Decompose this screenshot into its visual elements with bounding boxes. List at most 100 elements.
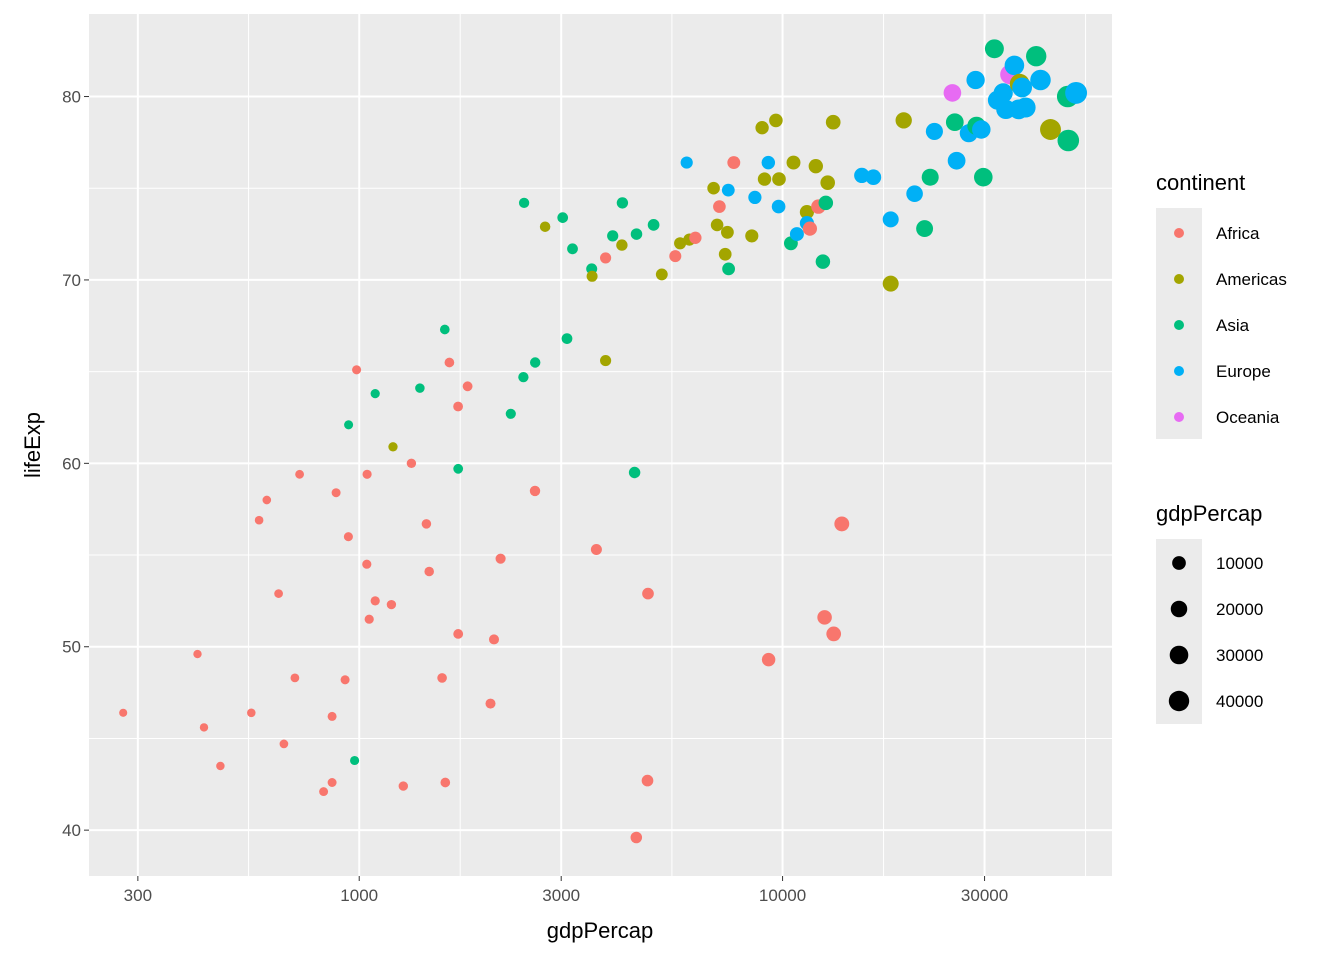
data-point-asia [439,324,450,335]
data-point-asia [518,371,529,383]
data-point-africa [254,515,264,525]
data-point-africa [630,831,643,844]
legend-key-asia [1174,320,1184,330]
data-point-africa [364,614,374,624]
data-point-asia [561,333,573,344]
data-point-americas [655,268,668,281]
data-point-africa [247,708,256,718]
x-axis: 300 1000 3000 10000 30000 [124,876,1008,905]
legend-key-africa [1174,228,1184,238]
data-point-americas [674,237,687,250]
color-legend: continent Africa Americas Asia Europe Oceani… [1156,170,1287,439]
data-point-africa [727,156,741,170]
x-tick-label: 1000 [340,886,378,905]
data-point-africa [406,458,417,469]
data-point-americas [820,175,835,190]
data-point-africa [817,610,832,625]
data-point-europe [680,156,693,169]
legend-label-africa: Africa [1216,224,1260,243]
data-point-asia [984,39,1004,59]
data-point-europe [1015,97,1036,118]
legend-key-oceania [1174,412,1184,422]
data-point-asia [607,230,619,242]
data-point-americas [718,247,732,261]
y-tick-label: 70 [62,271,81,290]
size-legend: gdpPercap 10000 20000 30000 40000 [1156,501,1263,724]
data-point-americas [895,112,912,129]
data-point-asia [616,197,629,209]
size-legend-label: 30000 [1216,646,1263,665]
x-tick-label: 3000 [542,886,580,905]
data-point-africa [199,723,209,732]
size-legend-key [1168,690,1190,712]
data-point-europe [925,122,943,140]
data-point-africa [462,381,473,392]
data-point-europe [748,190,762,205]
data-point-asia [415,383,425,393]
data-point-africa [495,553,506,564]
data-point-asia [350,755,360,766]
data-point-europe [771,199,786,214]
data-point-africa [319,787,329,797]
data-point-americas [388,442,398,452]
data-point-africa [600,252,612,264]
data-point-africa [834,516,850,532]
data-point-africa [488,634,500,645]
data-point-africa [295,469,304,479]
size-legend-label: 10000 [1216,554,1263,573]
data-point-americas [772,172,786,186]
data-point-oceania [943,84,962,102]
data-point-africa [362,559,372,569]
data-point-americas [882,275,899,292]
data-point-africa [424,566,434,577]
data-point-asia [518,197,530,209]
data-point-africa [444,357,455,368]
data-point-europe [854,167,870,184]
data-point-asia [815,254,831,269]
legend-label-oceania: Oceania [1216,408,1280,427]
data-point-africa [386,599,397,610]
data-point-africa [529,485,541,497]
data-point-americas [586,270,598,282]
y-tick-label: 60 [62,454,81,473]
data-point-europe [947,151,966,170]
size-legend-key [1170,600,1188,618]
data-point-europe [761,155,776,170]
data-point-asia [344,420,354,430]
data-point-africa [689,231,702,244]
data-point-europe [865,169,882,185]
data-point-africa [343,532,353,542]
x-axis-title: gdpPercap [547,918,653,943]
data-point-africa [290,673,300,683]
data-point-asia [921,168,939,186]
data-point-africa [279,739,289,749]
data-point-africa [485,698,496,709]
data-point-africa [370,596,380,606]
data-point-americas [769,113,783,128]
y-tick-label: 80 [62,88,81,107]
data-point-asia [1057,129,1080,152]
data-point-africa [440,777,451,788]
data-point-asia [818,195,834,211]
size-legend-label: 40000 [1216,692,1263,711]
data-point-asia [974,167,993,187]
legend-label-americas: Americas [1216,270,1287,289]
y-axis: 40 50 60 70 80 [62,88,89,840]
data-point-europe [721,183,735,197]
data-point-europe [966,70,985,90]
data-point-americas [707,181,720,195]
data-point-africa [421,519,432,529]
data-point-americas [616,239,628,251]
data-point-asia [505,408,516,419]
data-point-americas [757,172,772,186]
data-point-africa [327,778,337,787]
plot-panel [89,14,1112,876]
data-point-asia [722,262,735,276]
legend-key-europe [1174,366,1184,376]
data-point-africa [761,652,776,667]
data-point-africa [274,589,283,598]
data-point-africa [262,495,272,505]
size-legend-label: 20000 [1216,600,1263,619]
legend-key-americas [1174,274,1184,284]
